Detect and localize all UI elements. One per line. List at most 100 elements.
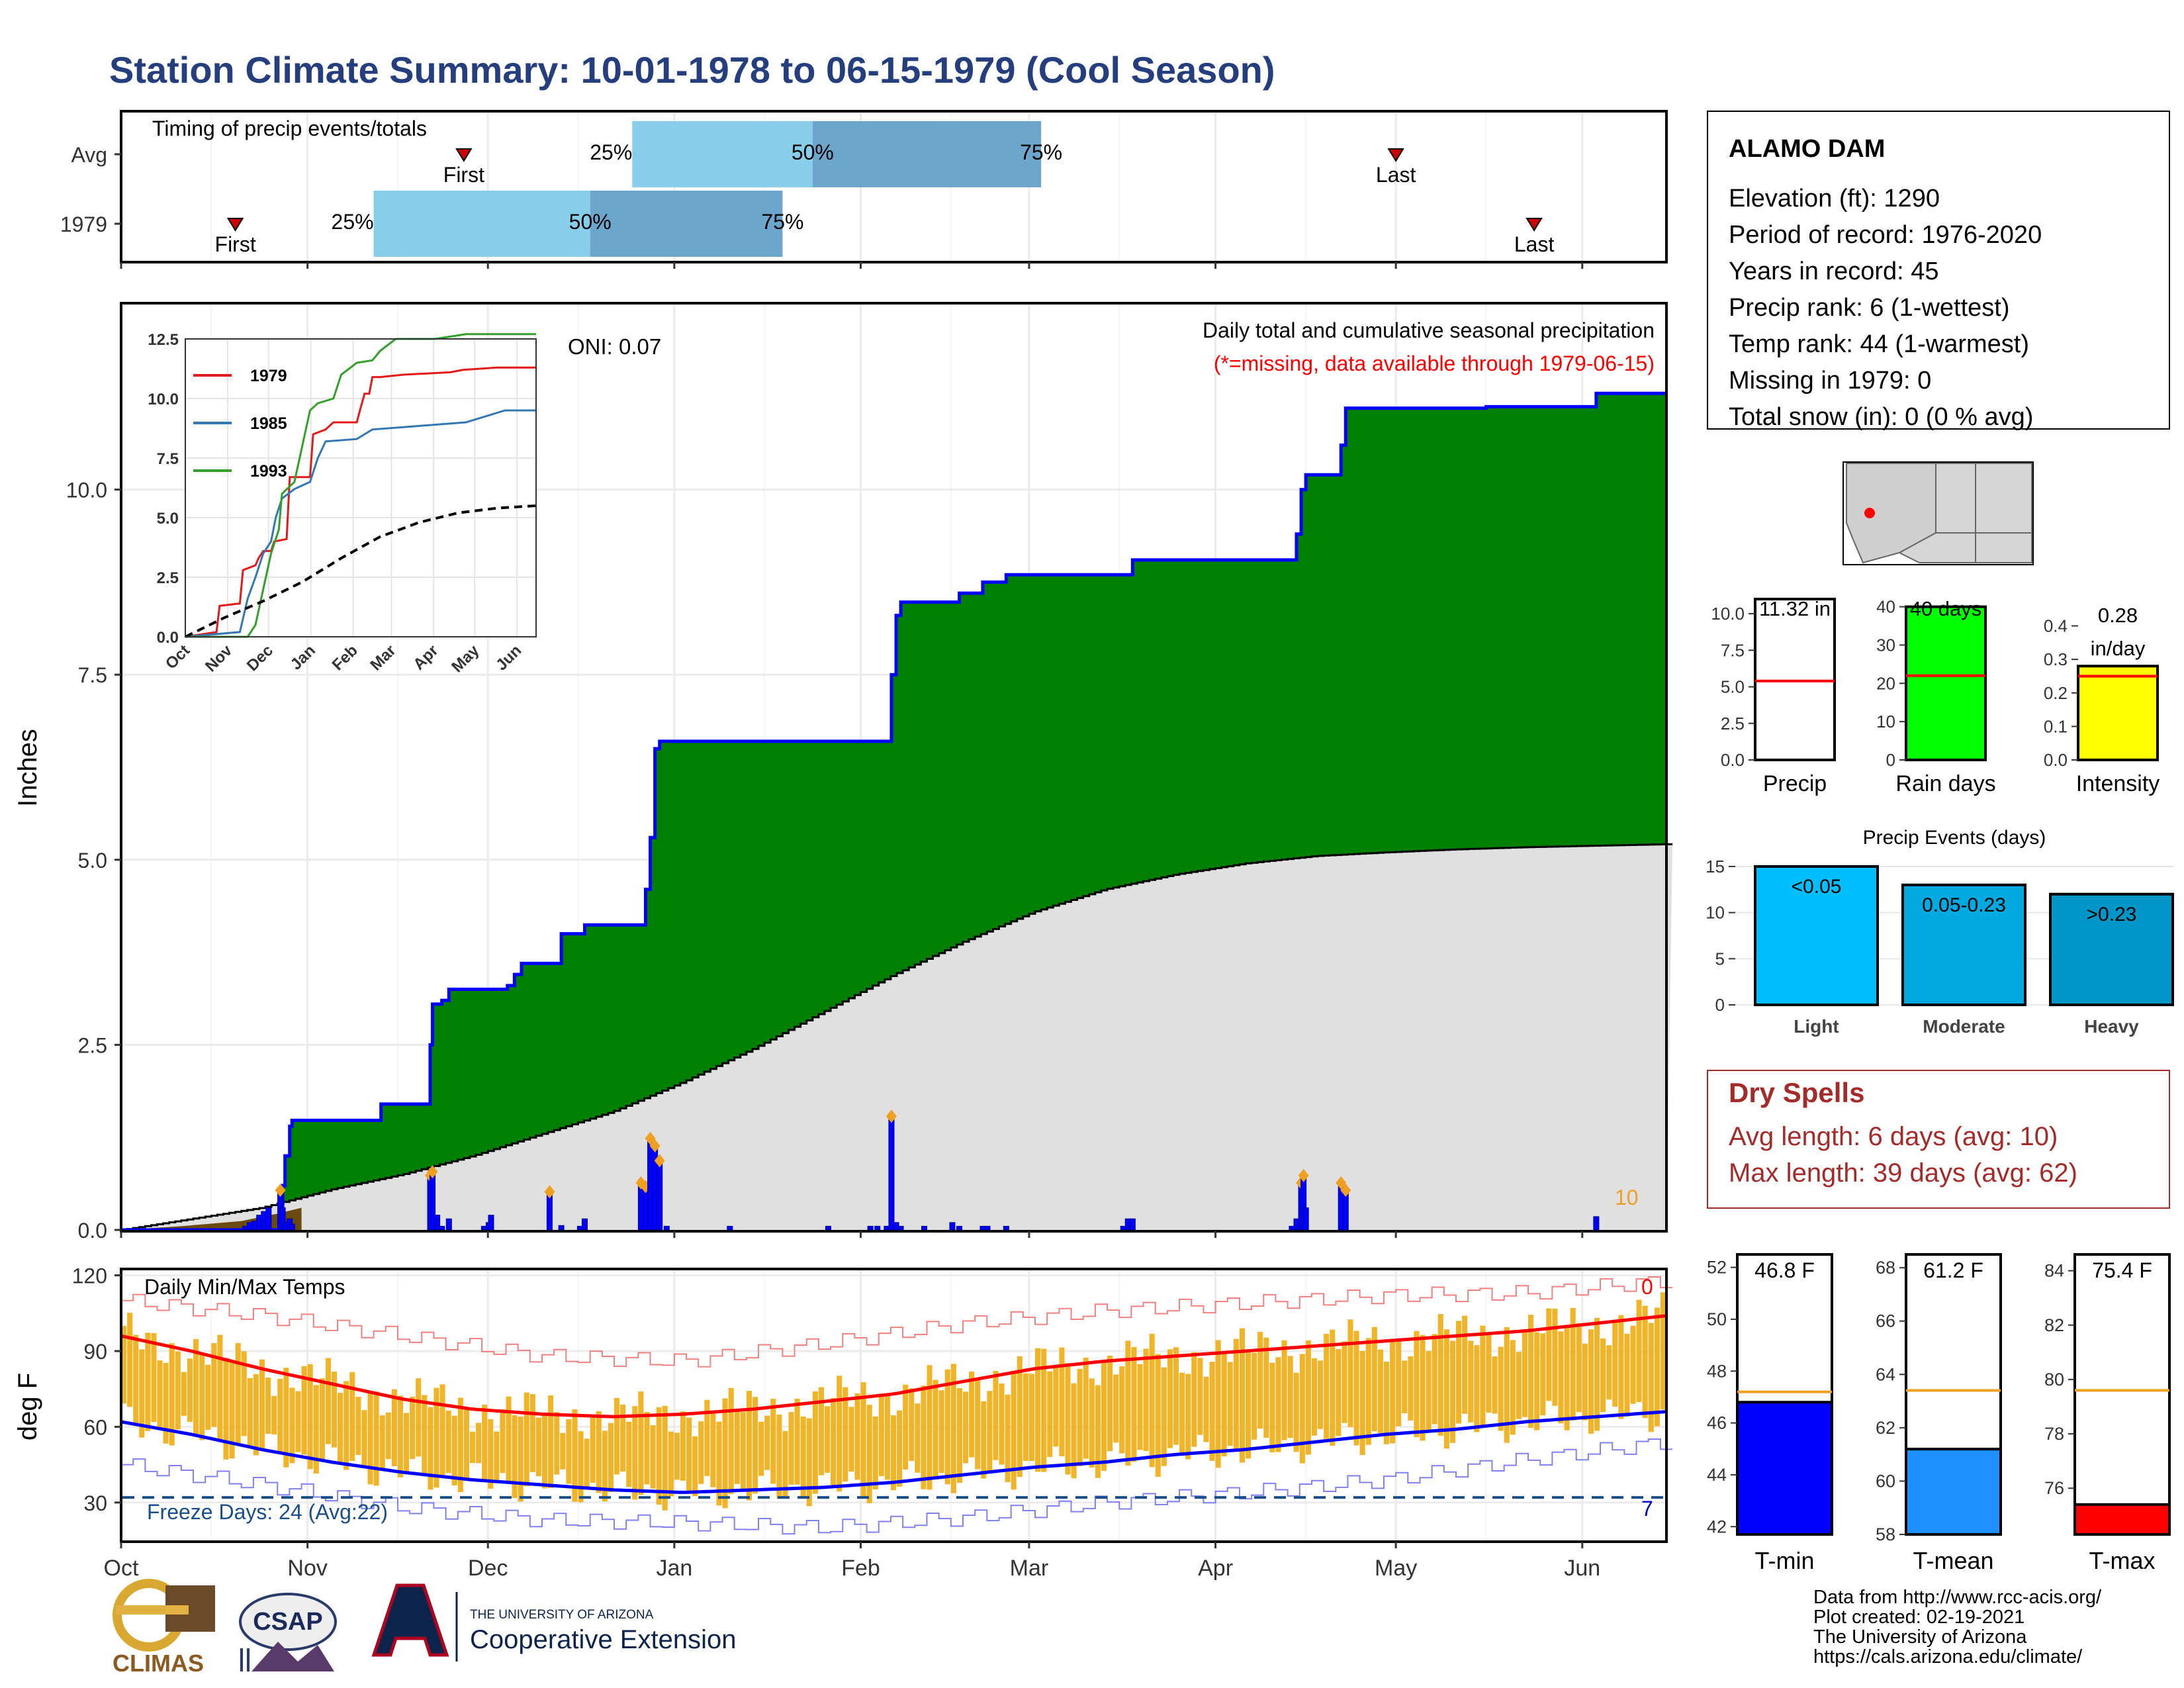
daily-temp-bar — [1047, 1371, 1053, 1457]
daily-temp-bar — [247, 1378, 253, 1446]
daily-temp-bar — [488, 1419, 494, 1489]
daily-temp-bar — [422, 1395, 428, 1474]
daily-temp-bar — [404, 1413, 410, 1474]
daily-temp-bar — [1588, 1329, 1594, 1434]
temp-top-count: 0 — [1641, 1275, 1653, 1299]
y-tick-label: 84 — [2044, 1261, 2064, 1281]
daily-temp-bar — [1299, 1354, 1305, 1464]
daily-temp-bar — [217, 1335, 223, 1442]
daily-temp-bar — [1654, 1307, 1660, 1427]
climas-logo-text: CLIMAS — [113, 1650, 204, 1677]
daily-extreme-marker — [645, 1131, 656, 1145]
daily-temp-bar — [752, 1397, 758, 1494]
daily-temp-bar — [361, 1410, 367, 1467]
daily-temp-bar — [1209, 1362, 1215, 1461]
daily-temp-bar — [1203, 1376, 1209, 1442]
daily-temp-bar — [175, 1351, 181, 1430]
daily-temp-bar — [842, 1387, 848, 1482]
daily-temp-bar — [999, 1383, 1005, 1465]
timing-first-label: First — [215, 232, 256, 256]
dry-spells-max: Max length: 39 days (avg: 62) — [1729, 1158, 2077, 1188]
daily-temp-bar — [1522, 1329, 1528, 1417]
daily-temp-bar — [343, 1381, 349, 1470]
daily-temp-bar — [596, 1411, 602, 1493]
y-tick-label: 66 — [1876, 1311, 1895, 1331]
daily-temp-bar — [265, 1378, 271, 1434]
daily-extreme-marker — [649, 1139, 660, 1152]
y-tick-label: 62 — [1876, 1418, 1895, 1438]
inset-y-label: 12.5 — [148, 331, 179, 349]
daily-temp-bar — [349, 1372, 355, 1461]
daily-temp-bar — [878, 1396, 884, 1476]
daily-precip-bar — [984, 1225, 991, 1231]
timing-last-label: Last — [1514, 232, 1555, 256]
daily-temp-bar — [457, 1397, 463, 1493]
station-info-line: Years in record: 45 — [1729, 258, 1939, 285]
daily-temp-bar — [837, 1376, 842, 1492]
daily-temp-bar — [469, 1431, 476, 1464]
month-label: Nov — [287, 1556, 327, 1581]
daily-temp-bar — [193, 1338, 199, 1437]
daily-temp-bar — [1383, 1361, 1390, 1444]
month-label: Feb — [841, 1556, 880, 1581]
daily-temp-bar — [169, 1343, 175, 1446]
daily-temp-bar — [578, 1431, 584, 1503]
station-info-line: Elevation (ft): 1290 — [1729, 185, 1940, 212]
y-tick-label: 90 — [83, 1340, 107, 1364]
daily-temp-bar — [535, 1417, 541, 1476]
daily-temp-bar — [1570, 1307, 1576, 1421]
daily-temp-bar — [301, 1366, 307, 1455]
daily-temp-bar — [391, 1389, 397, 1466]
daily-temp-bar — [139, 1349, 145, 1438]
daily-temp-bar — [632, 1406, 638, 1500]
daily-temp-bar — [1305, 1340, 1311, 1455]
daily-temp-bar — [1552, 1308, 1558, 1406]
daily-temp-bar — [1618, 1315, 1624, 1419]
daily-temp-bar — [710, 1412, 716, 1487]
y-tick-label: 46 — [1707, 1413, 1727, 1433]
daily-temp-bar — [1462, 1315, 1468, 1414]
footer-line: The University of Arizona — [1813, 1626, 2027, 1648]
daily-temp-bar — [259, 1359, 265, 1448]
missing-note: (*=missing, data available through 1979-… — [1214, 352, 1655, 375]
daily-temp-bar — [416, 1378, 422, 1457]
daily-precip-bar — [867, 1225, 874, 1231]
precip-event-category: Light — [1794, 1016, 1839, 1037]
month-label: Mar — [1010, 1556, 1049, 1581]
daily-temp-bar — [1540, 1333, 1546, 1416]
daily-temp-bar — [584, 1438, 590, 1489]
daily-temp-bar — [884, 1393, 890, 1480]
cumulative-area-average — [121, 844, 1673, 1230]
daily-temp-bar — [1576, 1323, 1582, 1413]
timing-q1-bar — [373, 191, 590, 257]
precip-note: Daily total and cumulative seasonal prec… — [1203, 318, 1655, 342]
temp-ylabel: deg F — [13, 1373, 42, 1440]
y-tick-label: 10.0 — [66, 479, 107, 502]
daily-temp-bar — [1582, 1343, 1588, 1421]
ua-logo: THE UNIVERSITY OF ARIZONA Cooperative Ex… — [371, 1583, 736, 1662]
y-tick-label: 78 — [2044, 1424, 2064, 1444]
precip-value-label: 11.32 in — [1759, 597, 1831, 620]
month-label: Dec — [468, 1556, 508, 1581]
daily-temp-bar — [698, 1421, 704, 1484]
daily-temp-bar — [1287, 1356, 1293, 1438]
daily-temp-bar — [1179, 1372, 1185, 1456]
daily-temp-bar — [241, 1351, 247, 1436]
daily-temp-bar — [728, 1387, 734, 1494]
daily-temp-bar — [1324, 1333, 1330, 1439]
daily-temp-bar — [866, 1405, 872, 1503]
daily-temp-bar — [451, 1415, 457, 1486]
daily-temp-bar — [620, 1405, 626, 1472]
footer-line: Plot created: 02-19-2021 — [1813, 1607, 2025, 1628]
y-tick-label: 2.5 — [78, 1033, 107, 1057]
daily-temp-bar — [1041, 1348, 1047, 1472]
daily-temp-bar — [770, 1399, 776, 1484]
y-tick-label: 58 — [1876, 1524, 1895, 1544]
daily-temp-bar — [1191, 1352, 1197, 1447]
timing-p50-label: 50% — [792, 140, 834, 164]
y-tick-label: 0.2 — [2044, 683, 2068, 703]
daily-precip-bar — [956, 1225, 963, 1231]
daily-temp-bar — [1432, 1334, 1437, 1425]
tmax-frame — [2073, 1253, 2171, 1536]
y-tick-label: 10 — [1876, 712, 1895, 731]
